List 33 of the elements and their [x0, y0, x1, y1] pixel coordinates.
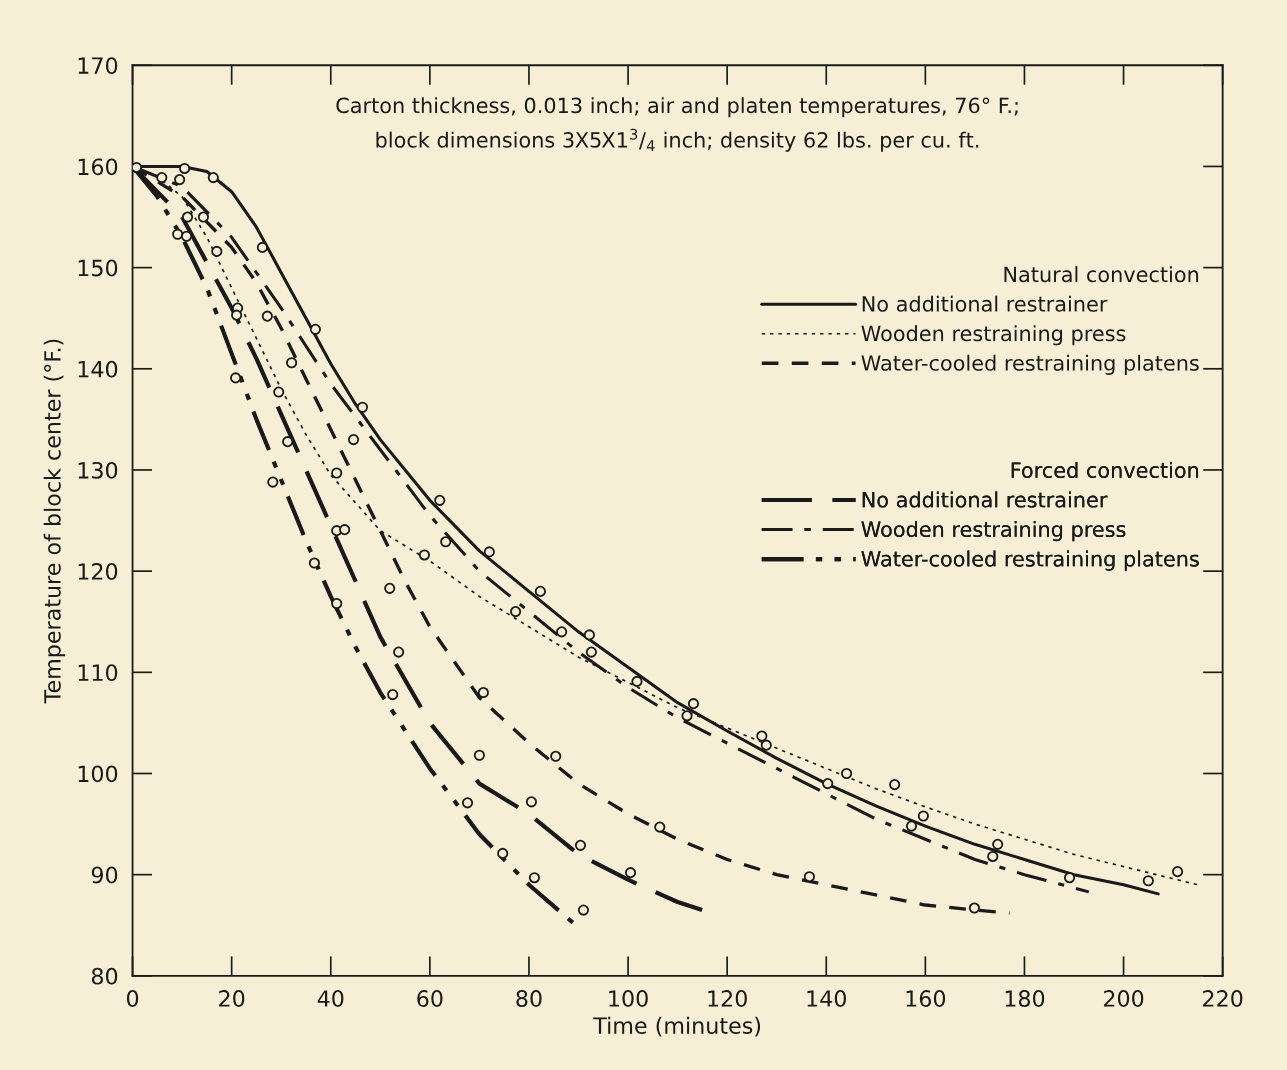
- y-tick-label: 160: [78, 158, 118, 176]
- legend-label: No additional restrainer: [862, 491, 1108, 508]
- x-tick-label: 200: [1103, 990, 1144, 1007]
- annotation: Carton thickness, 0.013 inch; air and platen temperatures, 76° F.; block dimensions 3X5X1$^{3}$/$_{4}$ inch; density 62 lbs. per cu. ft.: [336, 97, 1018, 152]
- x-tick-label: 0: [126, 990, 139, 1007]
- y-tick-label: 130: [78, 461, 118, 479]
- x-tick-label: 120: [708, 990, 747, 1007]
- legend-label: Water-cooled restraining platens: [861, 550, 1199, 571]
- x-tick-label: 180: [1005, 990, 1045, 1007]
- y-tick-label: 90: [91, 866, 118, 884]
- legend-label: No additional restrainer: [862, 295, 1108, 312]
- y-tick-label: 140: [78, 360, 118, 378]
- y-axis-title: Temperature of block center (°F.): [43, 339, 66, 704]
- x-tick-label: 100: [609, 990, 648, 1007]
- y-tick-label: 110: [78, 664, 118, 682]
- y-tick-label: 170: [78, 57, 118, 75]
- y-tick-label: 120: [78, 563, 118, 580]
- x-tick-label: 40: [317, 990, 344, 1007]
- x-tick-label: 80: [516, 990, 542, 1007]
- x-tick-label: 220: [1203, 990, 1243, 1007]
- y-tick-label: 150: [78, 259, 118, 277]
- y-tick-label: 80: [91, 967, 118, 985]
- legend-label: Wooden restraining press: [861, 325, 1126, 346]
- x-tick-label: 140: [807, 990, 846, 1007]
- annotation: Natural convection: [1004, 266, 1199, 283]
- x-tick-label: 20: [219, 990, 245, 1007]
- x-axis-title: Time (minutes): [593, 1016, 761, 1037]
- y-tick-label: 100: [78, 765, 118, 783]
- annotation: Forced convection: [1011, 461, 1199, 479]
- x-tick-label: 60: [417, 990, 443, 1007]
- x-tick-label: 160: [906, 990, 946, 1007]
- legend-label: Wooden restraining press: [861, 520, 1126, 542]
- legend-label: Water-cooled restraining platens: [861, 354, 1199, 375]
